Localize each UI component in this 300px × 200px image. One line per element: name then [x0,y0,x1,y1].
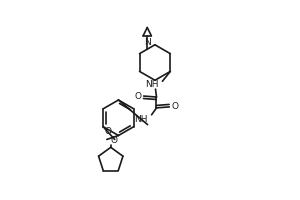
Text: N: N [144,38,151,47]
Text: O: O [171,102,178,111]
Text: NH: NH [145,80,158,89]
Text: O: O [110,136,117,145]
Text: NH: NH [134,115,148,124]
Text: O: O [104,127,112,136]
Text: O: O [135,92,142,101]
